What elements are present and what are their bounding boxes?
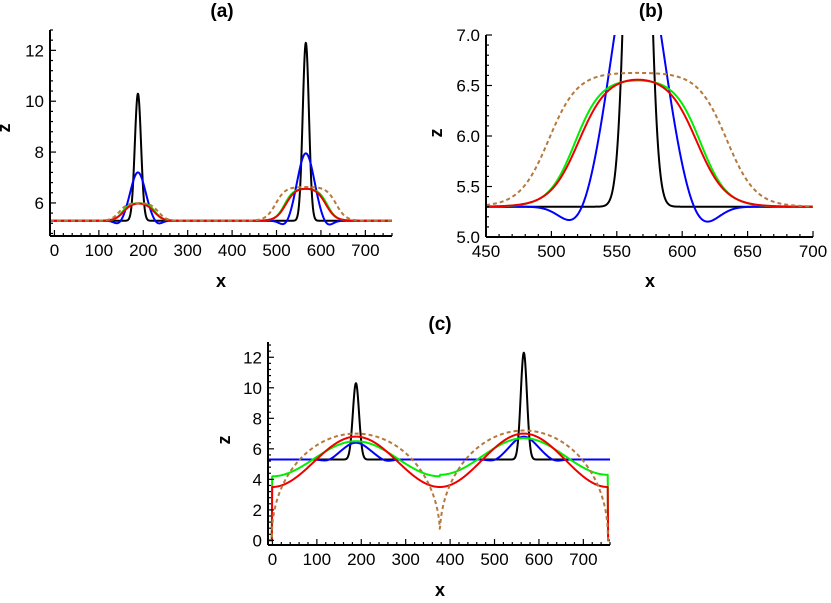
panel-c: 0 100 200 300 400 500 600 700 0 2 4 6 8 10 12 (c) x z: [214, 314, 611, 600]
y-tick-label: 10: [243, 379, 262, 398]
y-tick-label: 4: [253, 470, 262, 489]
y-tick-label: 10: [25, 92, 44, 111]
series-group: [486, 35, 813, 223]
x-tick-label: 450: [472, 242, 500, 261]
y-tick-label: 5.5: [456, 178, 480, 197]
y-tick-label: 6.0: [456, 127, 480, 146]
y-tick-label: 6.5: [456, 77, 480, 96]
x-tick-label: 600: [307, 241, 335, 260]
y-axis-label: z: [0, 124, 14, 133]
x-tick-label: 0: [50, 241, 59, 260]
red-curve: [50, 187, 392, 222]
panel-b: 450 500 550 600 650 700 5.0 5.5 6.0 6.5 7.0 (b) x z: [426, 1, 827, 291]
blue-curve: [268, 435, 610, 462]
x-tick-label: 650: [733, 242, 761, 261]
x-tick-label: 700: [799, 242, 827, 261]
red-curve: [268, 432, 610, 542]
y-tick-label: 0: [253, 531, 262, 550]
panel-title: (a): [210, 1, 233, 22]
x-tick-label: 300: [174, 241, 202, 260]
y-tick-label: 12: [25, 41, 44, 60]
panel-title: (b): [639, 1, 663, 22]
x-tick-label: 700: [351, 241, 379, 260]
y-tick-label: 6: [35, 194, 44, 213]
y-tick-label: 8: [35, 143, 44, 162]
x-tick-label: 500: [480, 550, 508, 569]
panel-a: 0 100 200 300 400 500 600 700 6 8 10 12 (a) x z: [0, 1, 393, 291]
dashed-brown-curve: [486, 71, 813, 208]
black-curve: [50, 41, 392, 222]
x-tick-label: 500: [537, 242, 565, 261]
x-tick-label: 400: [436, 550, 464, 569]
x-tick-label: 600: [668, 242, 696, 261]
y-tick-label: 12: [243, 348, 262, 367]
y-tick-label: 8: [253, 409, 262, 428]
x-tick-label: 0: [268, 550, 277, 569]
x-axis-label: x: [216, 271, 226, 291]
blue-curve: [486, 35, 813, 223]
x-tick-label: 300: [392, 550, 420, 569]
x-tick-label: 200: [129, 241, 157, 260]
x-tick-label: 500: [262, 241, 290, 260]
x-tick-label: 400: [218, 241, 246, 260]
red-curve: [486, 78, 813, 208]
y-axis-label: z: [214, 436, 234, 445]
y-tick-label: 6: [253, 440, 262, 459]
x-tick-label: 100: [85, 241, 113, 260]
x-tick-label: 550: [603, 242, 631, 261]
y-tick-label: 5.0: [456, 228, 480, 247]
x-tick-label: 100: [303, 550, 331, 569]
green-curve: [486, 79, 813, 208]
blue-curve: [50, 152, 392, 226]
series-group: [268, 351, 610, 542]
y-tick-label: 7.0: [456, 26, 480, 45]
y-tick-label: 2: [253, 501, 262, 520]
dashed-brown-curve: [50, 186, 392, 222]
dashed-brown-curve: [268, 429, 610, 542]
x-axis-label: x: [645, 271, 655, 291]
green-curve: [50, 187, 392, 222]
x-tick-label: 600: [525, 550, 553, 569]
x-axis-label: x: [435, 580, 445, 600]
black-curve: [486, 35, 813, 208]
black-curve: [268, 351, 610, 461]
y-axis-label: z: [426, 129, 446, 138]
x-tick-label: 700: [569, 550, 597, 569]
x-tick-label: 200: [347, 550, 375, 569]
panel-title: (c): [428, 314, 451, 335]
series-group: [50, 41, 392, 226]
